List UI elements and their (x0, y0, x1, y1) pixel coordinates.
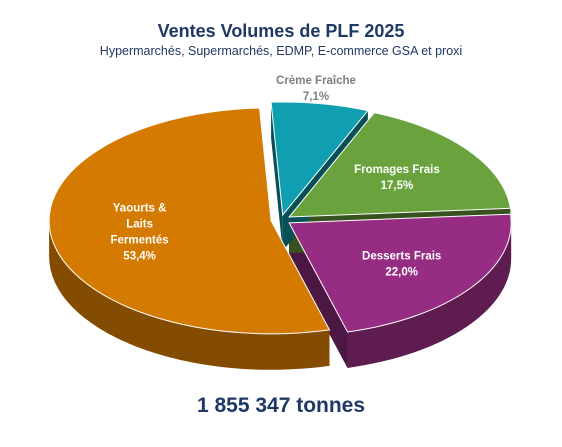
slice-name-label: Yaourts & (113, 203, 167, 215)
pie-slice (288, 112, 512, 218)
slice-name-label: Laits (126, 219, 153, 231)
pie-slice-cut (289, 222, 348, 368)
pie-slice (48, 107, 331, 335)
slice-value-label: 17,5% (381, 180, 414, 192)
chart-title: Ventes Volumes de PLF 2025 (157, 21, 405, 41)
slice-value-label: 53,4% (123, 251, 156, 263)
pie-tops (48, 101, 512, 335)
pie-slice-side (347, 222, 512, 368)
slice-name-label: Fromages Frais (354, 164, 440, 176)
chart-subtitle: Hypermarchés, Supermarchés, EDMP, E-comm… (99, 44, 463, 58)
pie-slice (288, 213, 512, 333)
slice-name-label: Fermentés (111, 235, 169, 247)
slice-name-label: Crème Fraîche (276, 75, 356, 87)
slice-value-label: 7,1% (303, 91, 329, 103)
pie-slice (270, 101, 369, 217)
slice-value-label: 22,0% (385, 266, 418, 278)
pie-slice-side (49, 220, 330, 370)
total-volume: 1 855 347 tonnes (196, 394, 366, 417)
pie-slice-cut (271, 102, 283, 251)
slice-name-label: Desserts Frais (362, 250, 441, 262)
